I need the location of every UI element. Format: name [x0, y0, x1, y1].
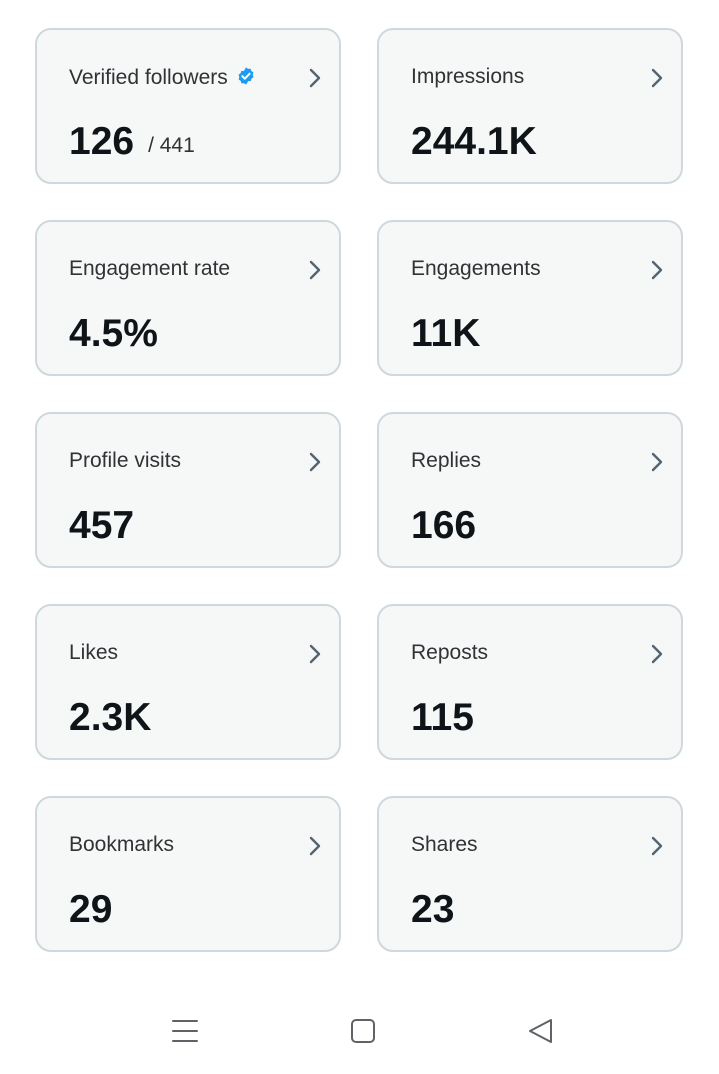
chevron-right-icon — [651, 836, 663, 856]
card-reposts[interactable]: Reposts 115 — [377, 604, 683, 760]
card-engagement-rate[interactable]: Engagement rate 4.5% — [35, 220, 341, 376]
card-label: Verified followers — [69, 66, 256, 88]
card-engagements[interactable]: Engagements 11K — [377, 220, 683, 376]
card-value: 4.5% — [69, 312, 158, 355]
card-verified-followers[interactable]: Verified followers 126/ 441 — [35, 28, 341, 184]
card-label: Profile visits — [69, 449, 182, 472]
card-value: 23 — [411, 888, 455, 931]
card-impressions[interactable]: Impressions 244.1K — [377, 28, 683, 184]
card-label: Bookmarks — [69, 833, 175, 856]
card-bookmarks[interactable]: Bookmarks 29 — [35, 796, 341, 952]
card-subvalue: / 441 — [148, 134, 195, 157]
chevron-right-icon — [309, 452, 321, 472]
chevron-right-icon — [651, 68, 663, 88]
card-replies[interactable]: Replies 166 — [377, 412, 683, 568]
chevron-right-icon — [651, 644, 663, 664]
card-value: 457 — [69, 504, 135, 547]
chevron-right-icon — [309, 260, 321, 280]
card-label: Engagement rate — [69, 257, 231, 280]
chevron-right-icon — [309, 836, 321, 856]
card-value: 11K — [411, 312, 481, 355]
menu-icon[interactable] — [168, 1014, 202, 1048]
home-square-icon[interactable] — [346, 1014, 380, 1048]
card-value: 126/ 441 — [69, 120, 195, 163]
back-triangle-icon[interactable] — [523, 1014, 557, 1048]
card-value: 2.3K — [69, 696, 152, 739]
card-label: Shares — [411, 833, 478, 856]
card-label: Impressions — [411, 65, 525, 88]
chevron-right-icon — [651, 452, 663, 472]
card-value: 166 — [411, 504, 477, 547]
card-label: Reposts — [411, 641, 489, 664]
card-value: 244.1K — [411, 120, 537, 163]
card-label: Engagements — [411, 257, 541, 280]
card-label: Likes — [69, 641, 119, 664]
card-shares[interactable]: Shares 23 — [377, 796, 683, 952]
verified-badge-icon — [238, 67, 254, 85]
card-value: 115 — [411, 696, 474, 739]
chevron-right-icon — [309, 68, 321, 88]
chevron-right-icon — [309, 644, 321, 664]
card-value: 29 — [69, 888, 113, 931]
card-label: Replies — [411, 449, 482, 472]
card-likes[interactable]: Likes 2.3K — [35, 604, 341, 760]
card-profile-visits[interactable]: Profile visits 457 — [35, 412, 341, 568]
chevron-right-icon — [651, 260, 663, 280]
